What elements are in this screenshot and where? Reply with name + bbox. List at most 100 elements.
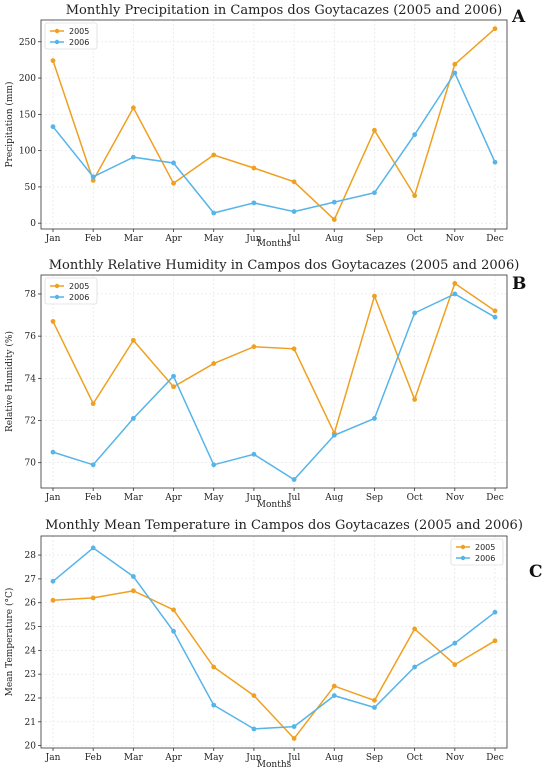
y-tick-label: 22: [25, 694, 36, 704]
legend: 2005 2006: [44, 22, 98, 50]
data-point-2005: [291, 346, 297, 352]
x-tick-label: Jul: [287, 753, 300, 763]
data-point-2006: [452, 291, 458, 297]
x-tick-label: Jun: [245, 234, 261, 244]
data-point-2005: [50, 318, 56, 324]
x-tick-label: Mar: [124, 234, 144, 244]
x-tick-label: Jan: [45, 234, 61, 244]
x-tick-label: Sep: [366, 493, 383, 503]
data-point-2006: [50, 449, 56, 455]
y-tick-label: 250: [19, 38, 36, 48]
x-tick-label: Dec: [486, 493, 504, 503]
data-point-2005: [171, 607, 176, 613]
chart-panel-b: 70 72 74 76 78 Jan Feb Mar Apr May Jun Jul Aug Sep Oct…: [4, 258, 526, 510]
data-point-2006: [412, 310, 418, 316]
data-point-2006: [372, 416, 377, 421]
data-point-2006: [492, 609, 498, 615]
data-point-2006: [412, 664, 418, 670]
data-point-2005: [251, 165, 257, 171]
plot-frame: [40, 535, 508, 749]
data-point-2006: [251, 200, 257, 206]
y-tick-label: 100: [19, 147, 36, 157]
y-axis-label: Relative Humidity (%): [4, 331, 15, 432]
data-point-2006: [171, 160, 176, 166]
x-tick-label: May: [204, 753, 225, 763]
data-point-2005: [251, 344, 257, 350]
y-tick-label: 76: [25, 332, 37, 342]
data-point-2005: [291, 736, 297, 741]
y-tick-label: 28: [25, 551, 37, 561]
data-point-2005: [372, 127, 377, 133]
panel-letter: C: [529, 562, 543, 582]
y-tick-label: 50: [25, 183, 37, 193]
data-point-2005: [251, 693, 257, 698]
y-tick-label: 70: [25, 459, 37, 469]
data-point-2005: [492, 308, 498, 314]
y-tick-label: 27: [25, 575, 37, 585]
data-point-2006: [331, 432, 337, 438]
x-tick-label: Apr: [164, 234, 182, 244]
legend-swatch-marker: [54, 28, 60, 34]
plot-frame: [40, 19, 508, 230]
data-point-2006: [130, 154, 136, 160]
x-tick-label: Jan: [45, 493, 61, 503]
legend-label: 2006: [69, 293, 89, 302]
x-tick-label: Sep: [366, 234, 383, 244]
data-point-2005: [372, 697, 377, 703]
chart-title: Monthly Precipitation in Campos dos Goyt…: [66, 3, 503, 18]
data-point-2006: [412, 132, 418, 138]
x-tick-label: Oct: [407, 234, 423, 244]
legend: 2005 2006: [450, 538, 504, 566]
data-point-2005: [372, 293, 377, 299]
x-axis-label: Months: [257, 760, 292, 770]
panel-letter: B: [512, 274, 526, 294]
data-point-2005: [452, 662, 458, 668]
legend-swatch-marker: [54, 283, 60, 289]
x-tick-label: Aug: [324, 234, 343, 244]
y-tick-label: 74: [25, 374, 37, 384]
data-point-2006: [331, 199, 337, 205]
y-tick-label: 26: [25, 599, 37, 609]
data-point-2006: [291, 209, 297, 214]
x-tick-label: Oct: [407, 753, 423, 763]
y-tick-label: 150: [19, 110, 36, 120]
x-tick-label: Sep: [366, 753, 383, 763]
x-tick-label: Jun: [245, 493, 261, 503]
y-tick-label: 24: [25, 646, 37, 656]
data-point-2006: [130, 416, 136, 421]
data-point-2005: [412, 397, 418, 402]
x-tick-label: May: [204, 234, 225, 244]
y-tick-label: 20: [25, 742, 37, 752]
x-tick-label: Apr: [164, 753, 182, 763]
x-tick-label: Jan: [45, 753, 61, 763]
y-tick-label: 25: [25, 623, 37, 633]
data-point-2005: [492, 26, 498, 32]
x-tick-label: Mar: [124, 493, 144, 503]
data-point-2005: [492, 638, 498, 644]
x-tick-label: May: [204, 493, 225, 503]
x-tick-label: Feb: [85, 234, 102, 244]
x-tick-label: Aug: [324, 493, 343, 503]
x-tick-label: Aug: [324, 753, 343, 763]
data-point-2006: [171, 628, 176, 634]
data-point-2006: [50, 124, 56, 130]
data-point-2006: [452, 70, 458, 76]
data-point-2005: [211, 664, 217, 670]
data-point-2005: [412, 193, 418, 199]
x-tick-label: Jun: [245, 753, 261, 763]
data-point-2005: [211, 152, 217, 158]
data-point-2005: [291, 179, 297, 185]
data-point-2005: [90, 595, 96, 601]
x-axis-label: Months: [257, 239, 292, 249]
data-point-2006: [50, 578, 56, 584]
plot-frame: [40, 274, 508, 489]
data-point-2005: [412, 626, 418, 632]
data-point-2006: [90, 545, 96, 551]
x-tick-label: Nov: [446, 753, 465, 763]
legend-swatch-marker: [460, 544, 466, 550]
data-point-2006: [90, 462, 96, 468]
y-tick-label: 23: [25, 670, 37, 680]
legend-label: 2005: [69, 27, 89, 36]
x-tick-label: Feb: [85, 753, 102, 763]
data-point-2006: [452, 640, 458, 646]
